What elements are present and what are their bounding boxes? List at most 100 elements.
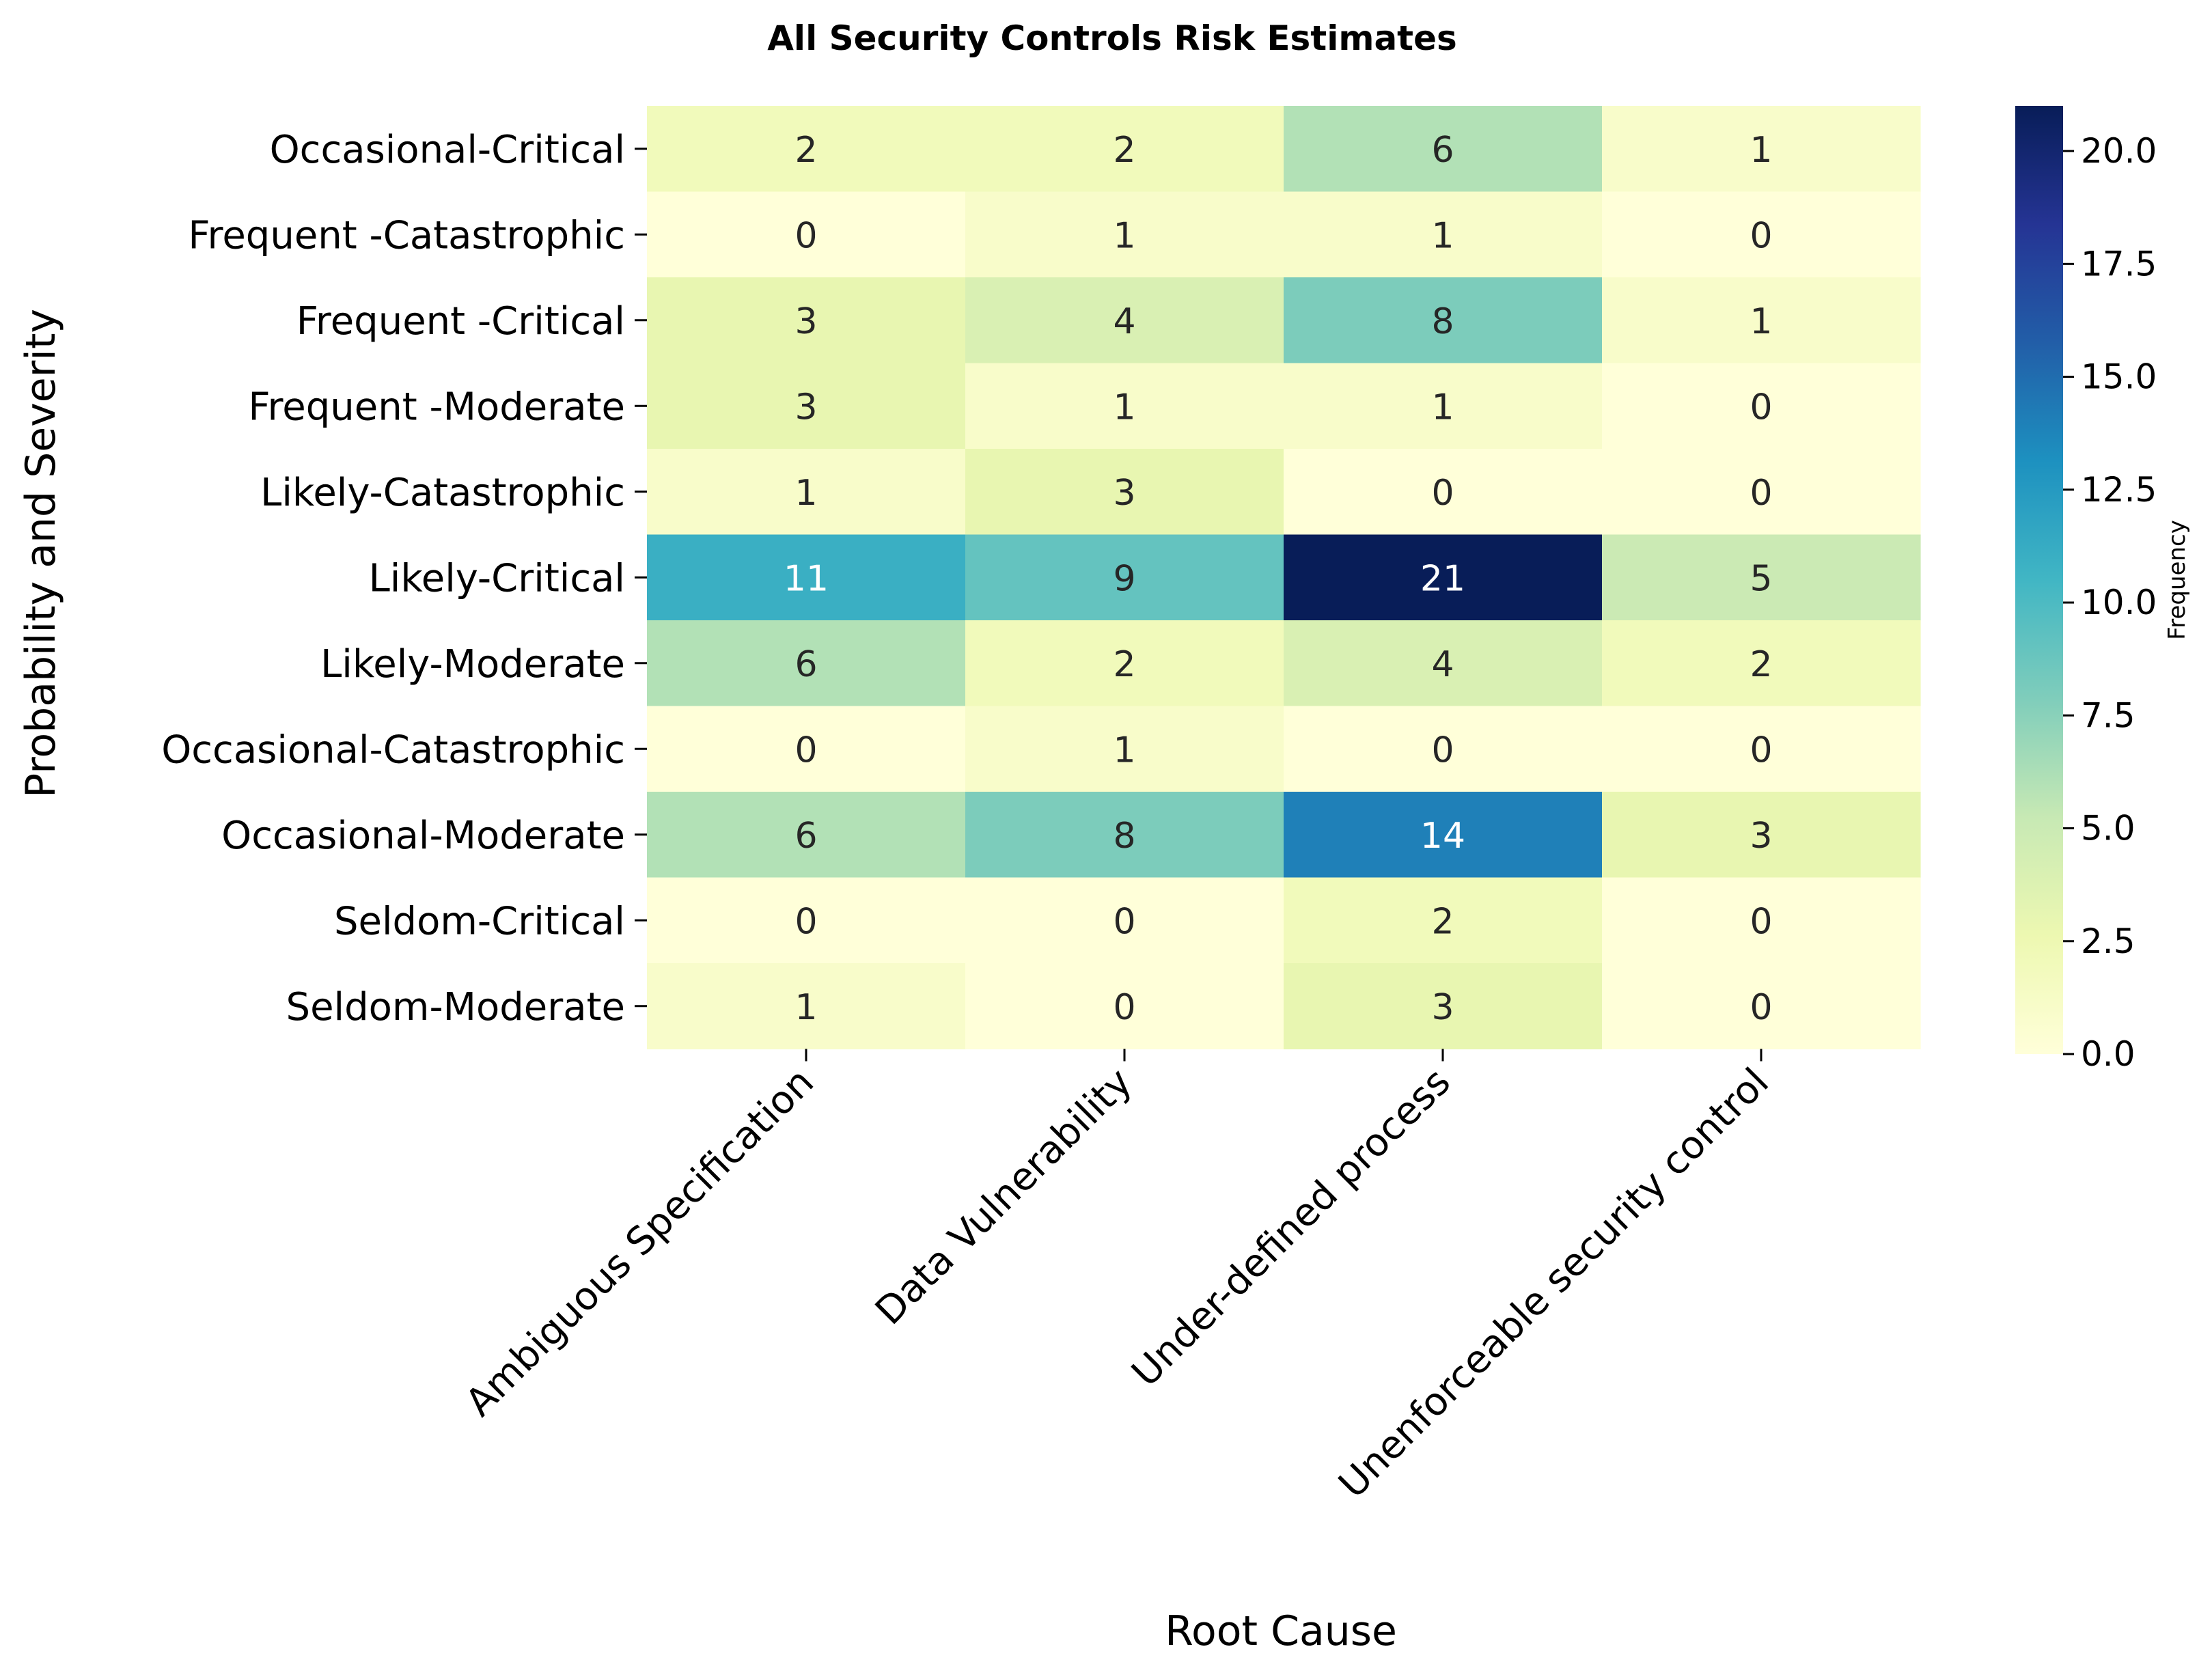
heatmap-cell-label: 1: [1431, 215, 1454, 256]
heatmap-cell: [1602, 106, 1921, 193]
colorbar: 0.0 2.5 5.0 7.5 10.0 12.5 15.0 17.5 20.0 Frequenc…: [2015, 106, 2191, 1074]
heatmap-cell-label: 3: [794, 387, 817, 428]
heatmap-cell-label: 2: [1431, 901, 1454, 942]
heatmap-cell-label: 1: [794, 987, 817, 1028]
heatmap-cell: [965, 449, 1284, 536]
heatmap-cell-label: 0: [1750, 387, 1772, 428]
heatmap-cell-label: 0: [1113, 987, 1135, 1028]
heatmap-cell-label: 2: [794, 130, 817, 171]
x-tick-label: Data Vulnerability: [867, 1060, 1141, 1333]
heatmap-cell-label: 0: [794, 730, 817, 771]
colorbar-gradient: [2015, 106, 2063, 1054]
colorbar-tick-label: 17.5: [2081, 244, 2157, 283]
colorbar-tick-label: 10.0: [2081, 583, 2157, 622]
heatmap-cell-label: 0: [1431, 473, 1454, 514]
heatmap-cells: [647, 106, 1921, 1050]
heatmap-cell-label: 6: [794, 644, 817, 685]
heatmap-cell-label: 8: [1113, 816, 1135, 857]
heatmap-cell: [965, 106, 1284, 193]
heatmap-cell-label: 1: [1113, 730, 1135, 771]
heatmap-cell-label: 0: [1750, 730, 1772, 771]
heatmap-cell: [647, 277, 966, 364]
heatmap-cell: [1284, 191, 1603, 278]
y-tick-label: Frequent -Moderate: [248, 385, 625, 429]
y-tick-label: Seldom-Moderate: [286, 985, 625, 1029]
heatmap-cell-label: 3: [1431, 987, 1454, 1028]
heatmap-cell: [1602, 963, 1921, 1050]
heatmap-cell-label: 0: [794, 901, 817, 942]
heatmap-cell-label: 8: [1431, 301, 1454, 342]
heatmap-cell: [1602, 449, 1921, 536]
heatmap-cell: [1284, 277, 1603, 364]
y-tick-label: Occasional-Moderate: [221, 814, 625, 858]
y-tick-label: Frequent -Critical: [296, 299, 625, 344]
heatmap-cell-label: 1: [1750, 301, 1772, 342]
heatmap-cell-label: 0: [794, 215, 817, 256]
heatmap-cell: [965, 963, 1284, 1050]
heatmap-cell: [965, 534, 1284, 621]
heatmap-cell: [1284, 106, 1603, 193]
heatmap-cell-label: 2: [1750, 644, 1772, 685]
heatmap-cell: [1602, 277, 1921, 364]
heatmap-cell-label: 1: [1431, 387, 1454, 428]
heatmap-cell: [647, 449, 966, 536]
heatmap-cell-label: 1: [1113, 215, 1135, 256]
heatmap-cell: [1284, 363, 1603, 449]
heatmap-cell: [1602, 191, 1921, 278]
y-tick-label: Frequent -Catastrophic: [188, 213, 625, 258]
colorbar-tick-label: 2.5: [2081, 922, 2135, 961]
heatmap-cell-label: 2: [1113, 644, 1135, 685]
heatmap-cell: [965, 877, 1284, 964]
heatmap-cell: [1284, 963, 1603, 1050]
chart-title: All Security Controls Risk Estimates: [767, 18, 1457, 58]
heatmap-cell: [1284, 449, 1603, 536]
heatmap-cell-label: 4: [1431, 644, 1454, 685]
heatmap-cell: [965, 620, 1284, 707]
heatmap-cell-label: 21: [1420, 558, 1465, 599]
heatmap-cell: [1284, 877, 1603, 964]
heatmap-cell-label: 2: [1113, 130, 1135, 171]
heatmap-cell-label: 3: [794, 301, 817, 342]
heatmap-cell-label: 1: [794, 473, 817, 514]
x-axis-label: Root Cause: [1165, 1607, 1397, 1655]
heatmap-cell-label: 3: [1750, 816, 1772, 857]
heatmap-cell-label: 6: [794, 816, 817, 857]
heatmap-cell: [965, 792, 1284, 878]
colorbar-tick-label: 7.5: [2081, 695, 2135, 735]
y-tick-label: Likely-Critical: [369, 556, 625, 600]
y-axis: Occasional-Critical Frequent -Catastrophi…: [161, 128, 647, 1029]
y-tick-label: Likely-Catastrophic: [260, 471, 625, 515]
colorbar-tick-label: 0.0: [2081, 1034, 2135, 1074]
heatmap-cell-label: 0: [1750, 215, 1772, 256]
heatmap-cell-label: 0: [1750, 901, 1772, 942]
heatmap-cell-label: 1: [1113, 387, 1135, 428]
heatmap-cell-label: 0: [1431, 730, 1454, 771]
colorbar-tick-label: 15.0: [2081, 357, 2157, 397]
y-tick-label: Seldom-Critical: [334, 899, 625, 943]
heatmap-cell-label: 11: [784, 558, 829, 599]
heatmap-cell: [647, 191, 966, 278]
heatmap-cell: [1602, 877, 1921, 964]
heatmap-cell: [1284, 792, 1603, 878]
heatmap-cell: [1602, 706, 1921, 792]
heatmap-cell-label: 0: [1750, 473, 1772, 514]
heatmap-cell: [647, 620, 966, 707]
heatmap-cell: [1284, 534, 1603, 621]
heatmap-cell-label: 1: [1750, 130, 1772, 171]
y-tick-label: Occasional-Critical: [270, 128, 625, 172]
heatmap-cell-label: 6: [1431, 130, 1454, 171]
x-axis: Ambiguous Specification Data Vulnerabilit…: [457, 1049, 1778, 1507]
heatmap-cell: [647, 363, 966, 449]
heatmap-cell-label: 9: [1113, 558, 1135, 599]
heatmap-cell: [965, 706, 1284, 792]
heatmap-cell: [1602, 620, 1921, 707]
heatmap-cell-label: 0: [1750, 987, 1772, 1028]
heatmap-cell: [1602, 363, 1921, 449]
y-tick-label: Occasional-Catastrophic: [161, 728, 625, 772]
heatmap-cell-label: 5: [1750, 558, 1772, 599]
y-tick-label: Likely-Moderate: [320, 642, 625, 687]
heatmap-cell: [647, 534, 966, 621]
heatmap-cell: [647, 792, 966, 878]
heatmap-cell: [1284, 706, 1603, 792]
